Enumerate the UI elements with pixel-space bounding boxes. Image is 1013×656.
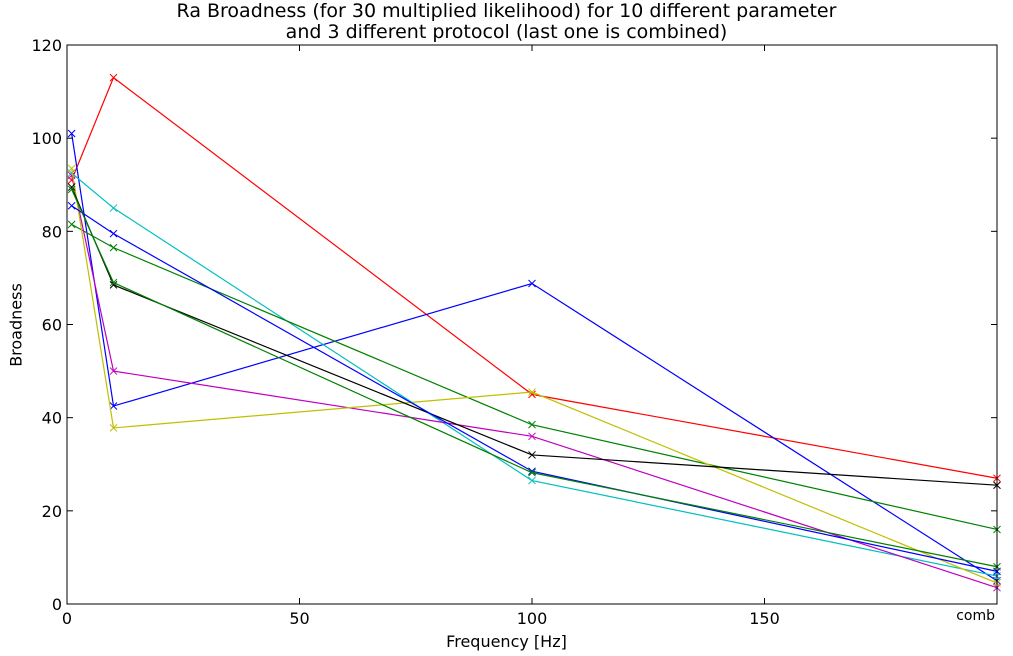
series-1	[67, 73, 1001, 483]
y-tick-label: 120	[31, 36, 62, 55]
series-8	[67, 201, 1001, 576]
x-tick-label: 150	[749, 609, 780, 628]
data-point-marker	[67, 220, 76, 229]
data-point-marker	[109, 281, 118, 289]
series-layer	[67, 73, 1001, 592]
data-point-marker	[109, 278, 118, 287]
data-point-marker	[67, 183, 76, 191]
data-point-marker	[109, 424, 118, 432]
series-line	[71, 205, 998, 572]
series-2	[67, 129, 1001, 585]
data-point-marker	[67, 201, 76, 210]
series-line	[71, 168, 998, 584]
data-point-marker	[528, 451, 536, 459]
series-4	[67, 220, 1001, 534]
x-tick-label: 50	[289, 609, 309, 628]
series-line	[71, 133, 998, 582]
series-7	[67, 183, 1001, 490]
data-point-marker	[528, 420, 536, 429]
series-line	[71, 175, 998, 589]
series-line	[71, 76, 998, 479]
series-line	[71, 172, 998, 577]
y-tick-label: 80	[42, 222, 62, 241]
data-point-marker	[67, 164, 76, 173]
y-tick-label: 60	[42, 316, 62, 335]
data-point-marker	[109, 73, 118, 82]
series-6	[67, 164, 1001, 587]
y-tick-label: 0	[52, 595, 62, 614]
x-tick-label-comb: comb	[956, 608, 995, 624]
data-point-marker	[109, 229, 118, 238]
y-tick-label: 40	[42, 409, 62, 428]
x-axis-label: Frequency [Hz]	[446, 632, 567, 651]
data-point-marker	[528, 432, 536, 441]
ticks-layer: 0 50 100 150 comb 0 20 40 60 80 100 120	[31, 36, 997, 628]
data-point-marker	[109, 367, 118, 375]
data-point-marker	[67, 129, 76, 138]
plot-frame	[66, 44, 998, 605]
x-tick-label: 0	[62, 609, 72, 628]
x-tick-label: 100	[517, 609, 548, 628]
data-point-marker	[528, 279, 536, 288]
data-point-marker	[528, 476, 536, 485]
series-3	[67, 169, 1001, 580]
data-point-marker	[109, 402, 118, 410]
chart-title-line-1: Ra Broadness (for 30 multiplied likeliho…	[176, 0, 837, 22]
y-tick-label: 20	[42, 502, 62, 521]
data-point-marker	[109, 243, 118, 252]
data-point-marker	[67, 185, 76, 194]
series-line	[71, 186, 998, 486]
chart-title-line-2: and 3 different protocol (last one is co…	[285, 21, 728, 43]
data-point-marker	[528, 468, 536, 477]
y-axis-label: Broadness	[6, 283, 26, 367]
y-tick-label: 100	[31, 129, 62, 148]
series-line	[71, 189, 998, 568]
series-line	[71, 223, 998, 531]
data-point-marker	[67, 171, 76, 180]
series-5	[67, 171, 1001, 592]
data-point-marker	[528, 388, 536, 396]
data-point-marker	[109, 204, 118, 212]
